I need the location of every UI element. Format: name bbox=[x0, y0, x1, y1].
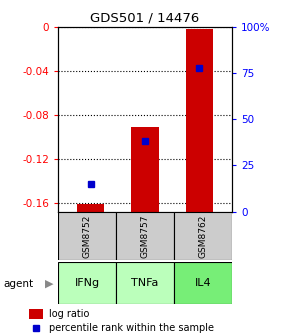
Bar bbox=[116, 212, 174, 260]
Text: GSM8757: GSM8757 bbox=[140, 214, 150, 258]
Bar bbox=[77, 204, 104, 212]
Text: IL4: IL4 bbox=[195, 278, 211, 288]
Bar bbox=[29, 309, 43, 319]
Text: IFNg: IFNg bbox=[75, 278, 99, 288]
Bar bbox=[58, 212, 116, 260]
Bar bbox=[186, 29, 213, 212]
Text: TNFa: TNFa bbox=[131, 278, 159, 288]
Bar bbox=[58, 262, 116, 304]
Text: GSM8752: GSM8752 bbox=[82, 214, 92, 258]
Title: GDS501 / 14476: GDS501 / 14476 bbox=[90, 11, 200, 24]
Text: ▶: ▶ bbox=[45, 279, 53, 289]
Bar bbox=[174, 262, 232, 304]
Text: agent: agent bbox=[3, 279, 33, 289]
Text: log ratio: log ratio bbox=[49, 309, 90, 319]
Text: GSM8762: GSM8762 bbox=[198, 214, 208, 258]
Bar bbox=[131, 127, 159, 212]
Bar bbox=[174, 212, 232, 260]
Bar bbox=[116, 262, 174, 304]
Text: percentile rank within the sample: percentile rank within the sample bbox=[49, 324, 214, 333]
